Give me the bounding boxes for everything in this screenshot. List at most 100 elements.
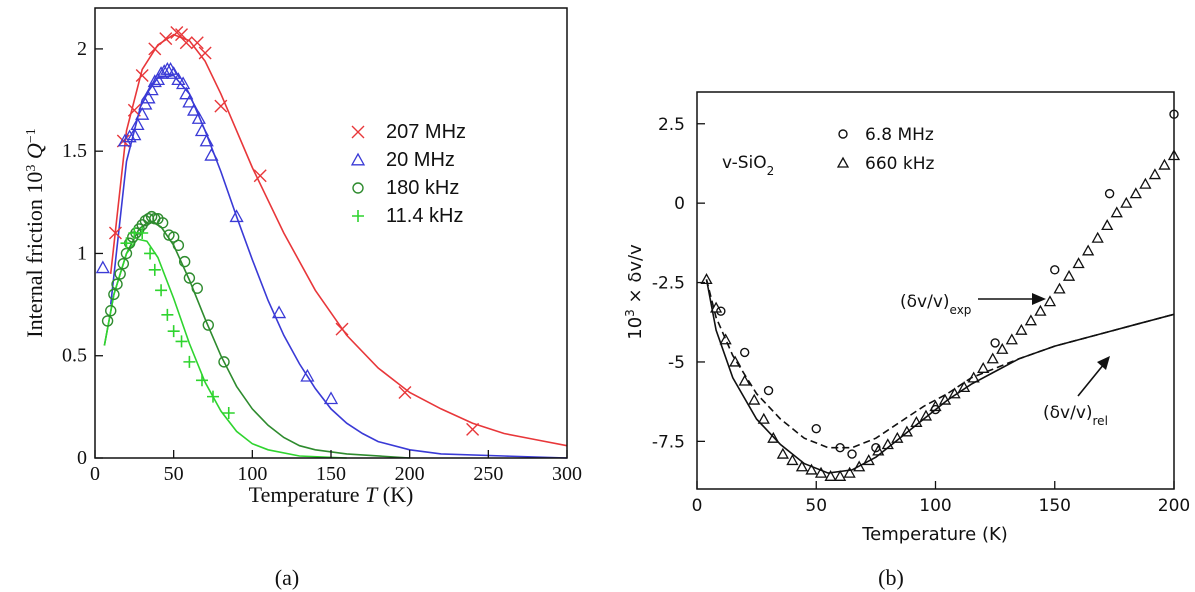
data-point-1 xyxy=(130,117,145,131)
y-tick-label: 0 xyxy=(77,447,87,469)
data-point-1 xyxy=(127,127,142,141)
data-point-2 xyxy=(101,315,114,327)
data-point-1 xyxy=(958,381,971,393)
x-tick-label: 100 xyxy=(237,463,267,485)
data-point-1 xyxy=(776,447,789,459)
data-point-3 xyxy=(207,390,219,403)
y-tick-label: 2.5 xyxy=(658,115,685,135)
chart-b-legend: 6.8 MHz 660 kHz xyxy=(836,125,934,174)
svg-text:103 × δv/v: 103 × δv/v xyxy=(623,244,646,340)
data-point-1 xyxy=(977,361,990,373)
data-point-1 xyxy=(1062,269,1076,281)
x-tick-label: 200 xyxy=(395,463,425,485)
data-point-1 xyxy=(1101,219,1114,231)
data-point-1 xyxy=(1110,206,1123,218)
caption-a: (a) xyxy=(275,565,299,590)
legend-marker-b-1 xyxy=(836,156,850,168)
data-point-2 xyxy=(108,288,120,301)
legend-marker-0 xyxy=(351,125,365,139)
data-point-1 xyxy=(948,387,961,399)
data-point-0 xyxy=(740,347,750,358)
data-point-1 xyxy=(996,342,1009,354)
x-tick-label: 200 xyxy=(1158,496,1190,516)
legend-label-2: 180 kHz xyxy=(386,177,459,199)
data-point-0 xyxy=(398,386,412,400)
data-point-1 xyxy=(1148,168,1162,180)
series-line-0 xyxy=(109,33,568,447)
data-point-1 xyxy=(166,66,181,79)
data-point-1 xyxy=(833,469,847,481)
data-point-1 xyxy=(881,438,894,450)
data-point-1 xyxy=(1120,196,1133,208)
x-tick-label: 100 xyxy=(919,496,951,516)
data-point-0 xyxy=(1104,188,1115,199)
data-point-1 xyxy=(814,466,828,478)
data-point-1 xyxy=(1129,187,1142,199)
data-point-1 xyxy=(144,82,159,96)
data-point-2 xyxy=(191,282,203,294)
data-point-1 xyxy=(757,412,770,424)
y-tick-label: 1 xyxy=(77,242,87,264)
data-point-0 xyxy=(716,306,726,316)
data-point-0 xyxy=(108,226,122,240)
data-point-1 xyxy=(719,333,732,345)
chart-b-frame xyxy=(696,91,1175,490)
svg-text:(δv/v)exp: (δv/v)exp xyxy=(900,292,971,317)
x-tick-label: 150 xyxy=(316,463,346,485)
data-point-1 xyxy=(194,123,210,137)
data-point-3 xyxy=(161,308,174,321)
data-point-1 xyxy=(862,454,875,466)
x-tick-label: 50 xyxy=(805,496,827,516)
data-point-2 xyxy=(178,255,191,268)
data-point-3 xyxy=(183,355,196,368)
series-line-3 xyxy=(103,238,347,459)
data-point-1 xyxy=(929,400,942,412)
data-point-1 xyxy=(199,133,214,147)
data-point-1 xyxy=(748,393,761,405)
data-point-0 xyxy=(835,443,845,453)
data-point-0 xyxy=(175,28,189,42)
x-tick-label: 0 xyxy=(692,496,703,516)
data-point-1 xyxy=(1005,333,1018,345)
data-point-0 xyxy=(190,36,204,50)
y-tick-label: -2.5 xyxy=(652,274,685,294)
chart-a-xlabel: Temperature T (K) xyxy=(249,482,414,507)
data-point-2 xyxy=(172,239,185,251)
y-tick-label: 2 xyxy=(77,38,87,60)
data-point-1 xyxy=(872,444,885,456)
data-point-1 xyxy=(1053,282,1066,294)
data-point-1 xyxy=(141,90,156,104)
data-point-2 xyxy=(105,305,117,317)
data-point-3 xyxy=(195,374,208,387)
data-point-1 xyxy=(179,86,194,100)
data-point-2 xyxy=(111,278,123,290)
y-tick-label: -5 xyxy=(668,353,685,373)
series-line-3 xyxy=(705,279,1175,449)
data-point-1 xyxy=(1139,177,1152,189)
chart-b: 0 50 100 150 200 2.5 0 -2.5 -5 -7.5 Temperature … xyxy=(623,91,1190,590)
data-point-2 xyxy=(218,356,230,368)
data-point-1 xyxy=(910,415,923,427)
data-point-3 xyxy=(155,284,168,297)
data-point-1 xyxy=(176,76,191,90)
data-point-1 xyxy=(1072,257,1085,269)
legend-label-1: 20 MHz xyxy=(386,149,455,171)
data-point-1 xyxy=(729,355,742,367)
legend-label-b-0: 6.8 MHz xyxy=(865,125,934,145)
x-tick-label: 50 xyxy=(164,463,184,485)
data-point-0 xyxy=(335,322,349,336)
data-point-1 xyxy=(171,72,186,86)
data-point-1 xyxy=(986,352,999,364)
data-point-1 xyxy=(204,147,219,161)
y-tick-label: -7.5 xyxy=(652,432,685,452)
x-tick-label: 250 xyxy=(473,463,503,485)
data-point-3 xyxy=(167,325,180,338)
data-point-1 xyxy=(700,273,713,285)
data-point-1 xyxy=(738,374,751,386)
y-tick-label: 0.5 xyxy=(62,345,87,367)
data-point-1 xyxy=(1091,231,1104,243)
data-point-2 xyxy=(183,272,196,284)
data-point-1 xyxy=(967,371,980,383)
data-point-0 xyxy=(1050,265,1060,275)
